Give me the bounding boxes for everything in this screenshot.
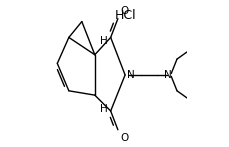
- Text: HCl: HCl: [114, 9, 135, 22]
- Text: O: O: [120, 6, 128, 16]
- Text: N: N: [126, 70, 134, 80]
- Text: N: N: [164, 70, 172, 80]
- Text: H: H: [99, 36, 107, 46]
- Text: O: O: [120, 133, 128, 143]
- Text: H: H: [99, 104, 107, 114]
